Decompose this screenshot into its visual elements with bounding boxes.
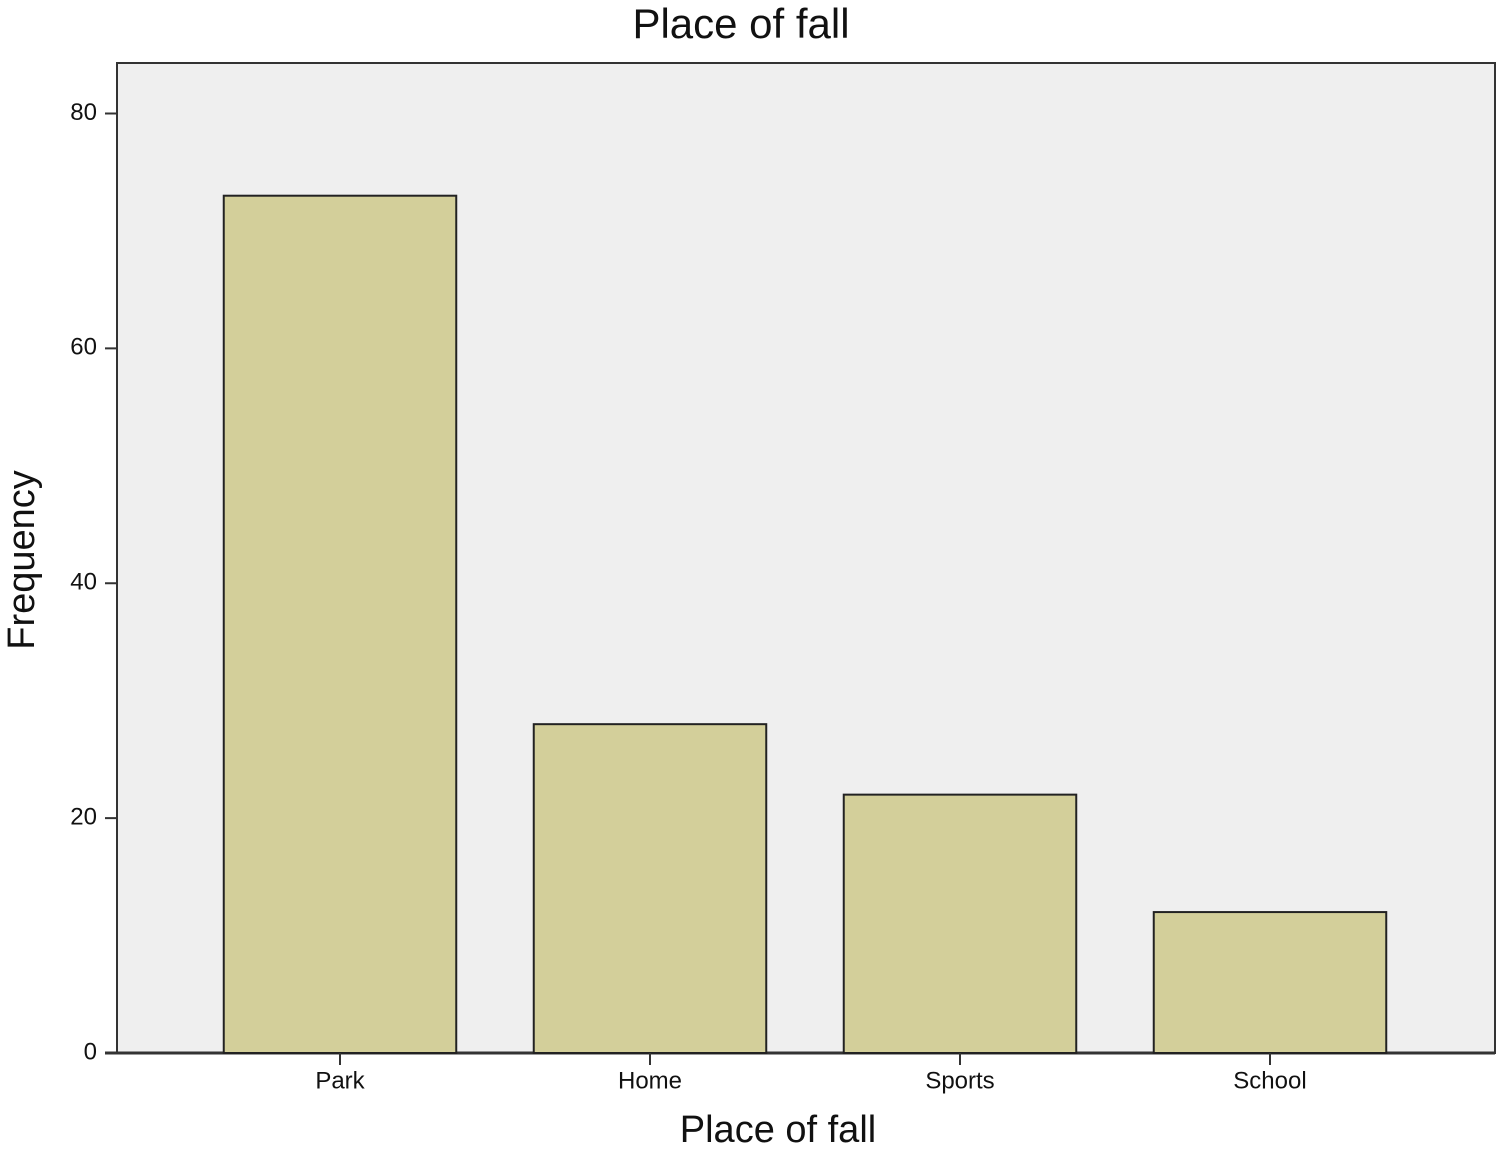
x-tick-label: Sports bbox=[925, 1067, 994, 1094]
bar bbox=[222, 194, 458, 1054]
x-tick-label: School bbox=[1233, 1067, 1306, 1094]
x-tick-label: Park bbox=[315, 1067, 365, 1094]
y-tick-label: 60 bbox=[70, 334, 97, 361]
bar bbox=[842, 793, 1078, 1054]
y-tick-label: 20 bbox=[70, 803, 97, 830]
x-axis-label: Place of fall bbox=[680, 1109, 876, 1151]
bar bbox=[1152, 911, 1388, 1054]
y-tick-label: 80 bbox=[70, 99, 97, 126]
y-axis-label: Frequency bbox=[1, 470, 43, 650]
x-tick-label: Home bbox=[618, 1067, 682, 1094]
bar bbox=[532, 723, 768, 1054]
y-tick-label: 0 bbox=[84, 1038, 97, 1065]
chart-title: Place of fall bbox=[632, 0, 849, 47]
y-tick-label: 40 bbox=[70, 569, 97, 596]
